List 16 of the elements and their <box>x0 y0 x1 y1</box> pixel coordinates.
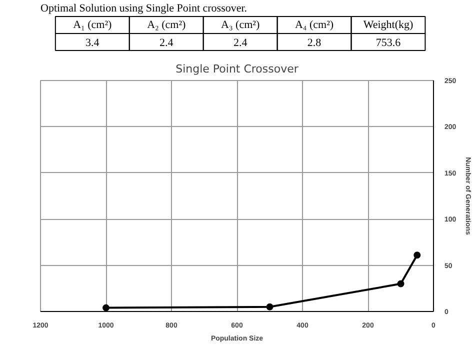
text: Optimal Solution using Single Point crossover. <box>40 2 248 14</box>
text: 2.8 <box>307 37 322 49</box>
point <box>102 304 110 312</box>
text: 753.6 <box>376 37 402 49</box>
point <box>266 303 274 310</box>
text: Weight(kg) <box>363 19 414 31</box>
text: A₂ (cm²) <box>147 19 186 31</box>
text: A₄ (cm²) <box>294 19 334 31</box>
text: A₁ (cm²) <box>73 19 112 31</box>
text: 2.4 <box>233 37 248 49</box>
chart-title: Single Point Crossover <box>176 62 299 76</box>
point <box>397 280 404 288</box>
text: 2.4 <box>159 37 174 49</box>
text: 3.4 <box>86 37 100 49</box>
text: A₃ (cm²) <box>221 19 260 31</box>
point <box>414 252 421 259</box>
